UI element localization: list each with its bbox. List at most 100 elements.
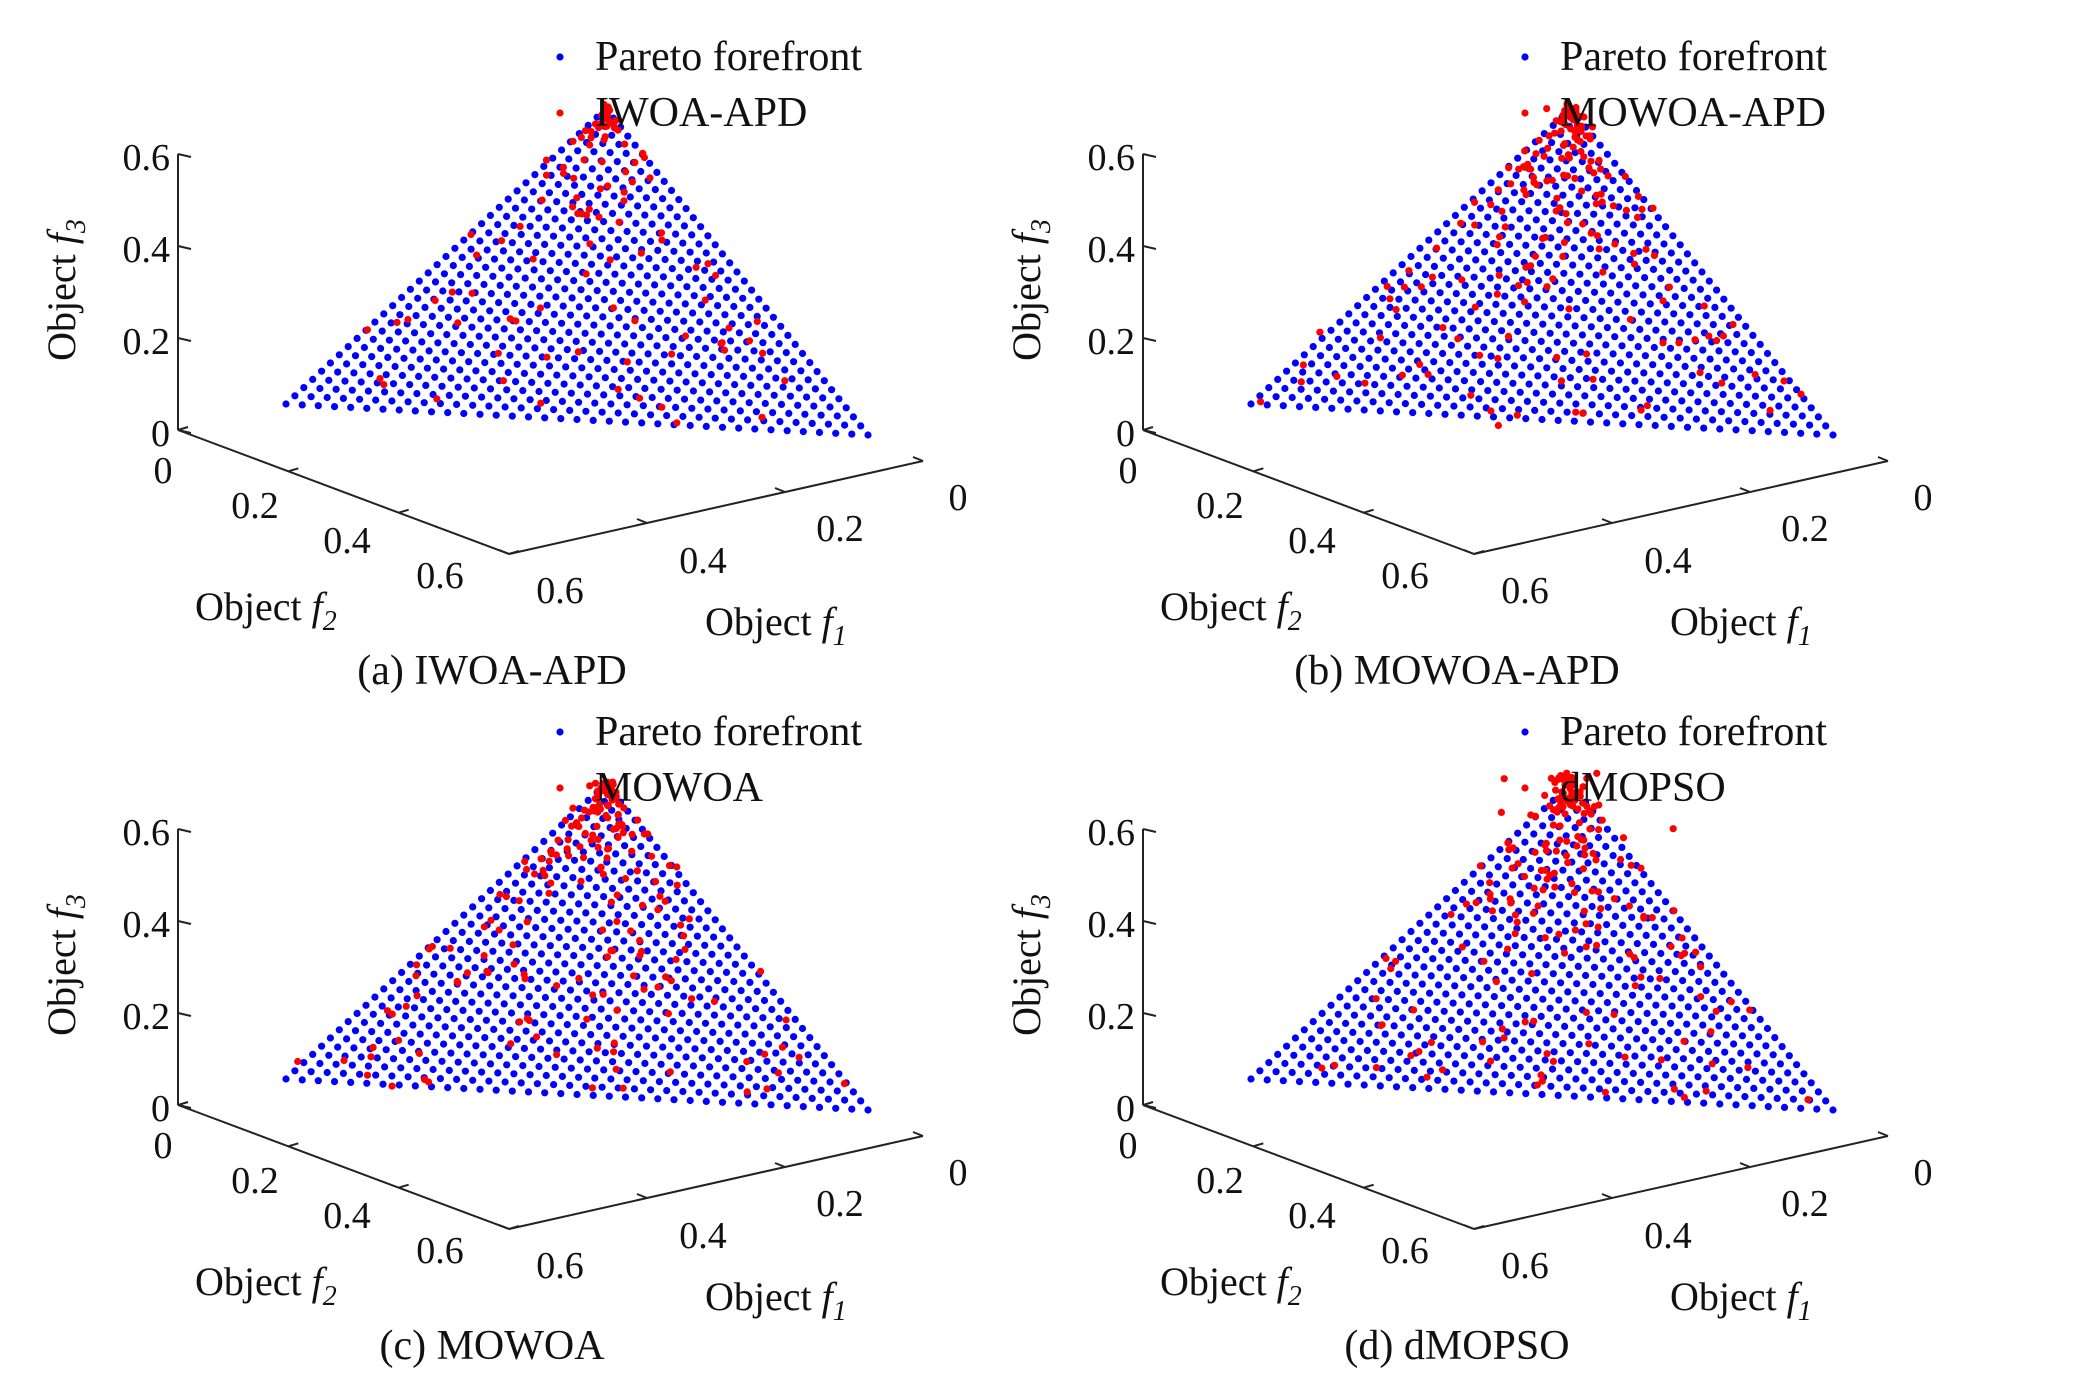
pareto-point [1591, 1041, 1599, 1049]
pareto-point [359, 361, 367, 369]
algorithm-point [1548, 176, 1556, 184]
pareto-point [1447, 1016, 1455, 1024]
pareto-point [1488, 257, 1496, 265]
pareto-point [405, 977, 413, 986]
algorithm-point [480, 923, 488, 931]
pareto-point [1640, 369, 1648, 377]
pareto-point [673, 386, 681, 394]
pareto-point [1359, 1003, 1367, 1011]
pareto-point [661, 930, 669, 939]
pareto-point [1487, 1027, 1495, 1035]
algorithm-point [1627, 861, 1635, 869]
pareto-point [1620, 229, 1628, 237]
pareto-point [380, 985, 388, 993]
algorithm-point [628, 178, 637, 186]
algorithm-point [630, 972, 638, 980]
pareto-point [1521, 838, 1529, 846]
pareto-point [695, 915, 703, 923]
pareto-point [1409, 313, 1417, 321]
pareto-point [1737, 374, 1745, 382]
pareto-point [1340, 362, 1348, 370]
algorithm-point [745, 337, 754, 345]
algorithm-point [1680, 1093, 1688, 1101]
algorithm-point [1376, 334, 1384, 342]
pareto-point [623, 227, 631, 236]
pareto-point [1457, 238, 1465, 246]
pareto-point [1494, 1036, 1502, 1044]
pareto-point [1308, 360, 1316, 368]
pareto-point [1704, 969, 1712, 977]
pareto-point [687, 326, 695, 334]
pareto-point [1595, 1085, 1603, 1093]
pareto-point [688, 231, 696, 239]
pareto-point [411, 1082, 419, 1090]
pareto-point [510, 896, 518, 904]
pareto-point [360, 1018, 368, 1027]
pareto-point [680, 992, 688, 1000]
pareto-point [1560, 269, 1568, 277]
pareto-point [1567, 953, 1575, 961]
pareto-point [679, 412, 687, 421]
pareto-point [375, 362, 383, 370]
pareto-point [445, 391, 453, 399]
pareto-point [1568, 1031, 1576, 1039]
pareto-point [667, 186, 676, 195]
pareto-point [381, 1063, 389, 1071]
pareto-point [1413, 954, 1421, 962]
algorithm-point [340, 1056, 348, 1065]
pareto-point [1371, 285, 1379, 293]
pareto-point [598, 408, 606, 416]
algorithm-point [612, 1065, 620, 1073]
pareto-point [1620, 324, 1628, 333]
pareto-point [1537, 164, 1545, 172]
pareto-point [524, 413, 533, 421]
pareto-point [510, 221, 518, 229]
pareto-point [1474, 317, 1482, 325]
pareto-point [1381, 1030, 1389, 1038]
pareto-point [1698, 268, 1706, 276]
pareto-point [562, 943, 571, 951]
pareto-point [1660, 413, 1668, 421]
pareto-point [1680, 284, 1688, 292]
algorithm-point [1488, 907, 1496, 915]
pareto-point [1658, 257, 1666, 265]
algorithm-point [467, 230, 475, 239]
pareto-point [605, 1092, 613, 1100]
pareto-point [623, 1076, 631, 1084]
pareto-point [676, 1027, 685, 1035]
algorithm-point [1572, 408, 1580, 416]
pareto-point [1574, 383, 1582, 391]
pareto-point [1290, 1051, 1298, 1059]
pareto-point [459, 331, 467, 339]
pareto-point [1493, 958, 1502, 966]
pareto-point [657, 887, 665, 895]
z-tick-label: 0.4 [123, 904, 171, 946]
pareto-point [669, 343, 677, 351]
algorithm-point [1746, 1006, 1754, 1014]
algorithm-point [545, 857, 553, 865]
pareto-point [587, 182, 595, 190]
pareto-point [735, 1099, 743, 1107]
pareto-point [1480, 343, 1488, 351]
pareto-point [1713, 364, 1721, 372]
pareto-point [553, 198, 561, 206]
pareto-point [1764, 1103, 1772, 1111]
pareto-point [1481, 248, 1489, 256]
pareto-point [777, 1075, 786, 1083]
pareto-point [1578, 331, 1586, 339]
pareto-point [606, 149, 614, 157]
pareto-point [1527, 943, 1535, 951]
pareto-point [1525, 207, 1533, 215]
algorithm-point [1549, 275, 1557, 283]
pareto-point [1695, 302, 1703, 311]
pareto-point [1649, 361, 1657, 369]
pareto-point [1639, 291, 1647, 299]
algorithm-point [594, 835, 602, 843]
pareto-point [722, 389, 730, 397]
pareto-point [693, 932, 702, 940]
pareto-point [620, 937, 628, 945]
pareto-point [1699, 346, 1707, 354]
pareto-point [419, 996, 427, 1004]
pareto-point [613, 331, 622, 339]
